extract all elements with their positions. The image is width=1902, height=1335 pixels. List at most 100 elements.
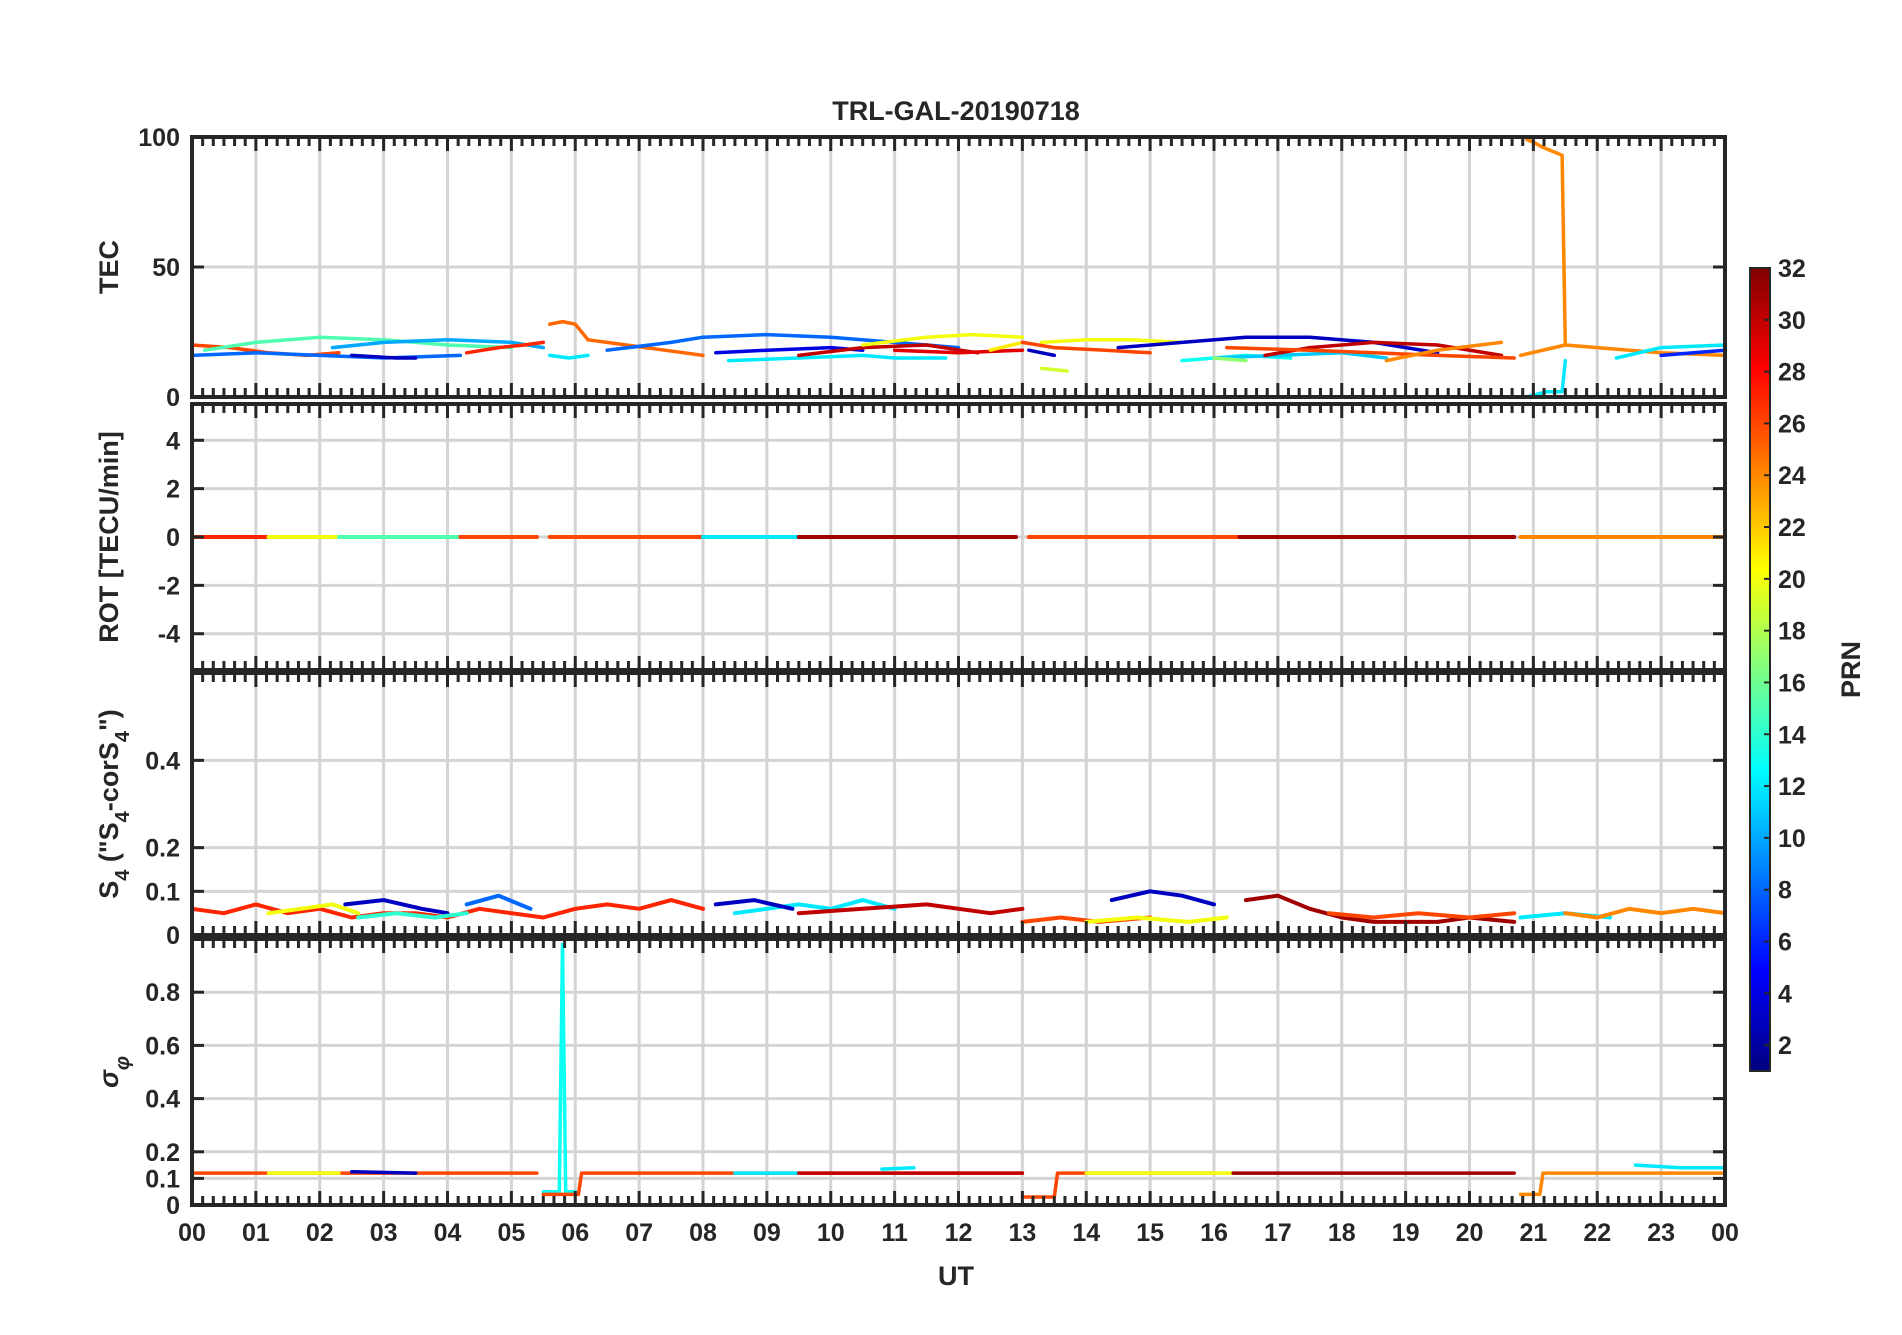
- series-line-prn-3: [343, 898, 450, 916]
- x-tick-label: 18: [1328, 1219, 1356, 1247]
- x-tick-label: 20: [1456, 1219, 1484, 1247]
- colorbar-tick-label: 2: [1778, 1032, 1792, 1060]
- x-axis-label: UT: [938, 1261, 974, 1291]
- x-tick-label: 04: [434, 1219, 462, 1247]
- series-line-prn-12: [1614, 343, 1725, 360]
- series-line-prn-30: [797, 343, 980, 358]
- colorbar-tick-label: 4: [1778, 980, 1792, 1008]
- x-tick-label: 12: [945, 1219, 973, 1247]
- colorbar-tick-label: 6: [1778, 928, 1792, 956]
- series-group: [192, 889, 1725, 924]
- y-tick-label: 0.8: [145, 979, 180, 1007]
- y-tick-label: -2: [158, 572, 180, 600]
- panel-frame: [190, 402, 1727, 672]
- y-axis-label: S4 ("S4-corS4"): [94, 709, 134, 899]
- x-tick-label: 21: [1519, 1219, 1547, 1247]
- series-line-prn-3: [1109, 889, 1216, 907]
- x-tick-label: 07: [625, 1219, 653, 1247]
- x-tick-label: 13: [1008, 1219, 1036, 1247]
- colorbar-tick-label: 26: [1778, 410, 1806, 438]
- y-tick-label: 0.1: [145, 878, 180, 906]
- x-tick-label: 19: [1392, 1219, 1420, 1247]
- series-line-prn-11: [1212, 351, 1389, 360]
- series-line-prn-12: [732, 898, 897, 916]
- panel-tec: 0 50 100 TEC: [94, 124, 1727, 412]
- series-line-prn-24: [1384, 340, 1504, 363]
- panel-frame: [190, 135, 1727, 399]
- series-line-prn-26: [1225, 345, 1516, 360]
- series-line-prn-3: [349, 1170, 418, 1175]
- series-line-prn-3: [349, 353, 418, 360]
- series-line-prn-25: [586, 338, 705, 358]
- x-tick-label: 23: [1647, 1219, 1675, 1247]
- y-tick-label: 0.1: [145, 1165, 180, 1193]
- chart-title: TRL-GAL-20190718: [832, 96, 1080, 126]
- y-tick-label: -4: [158, 621, 180, 649]
- series-line-prn-12: [726, 353, 897, 363]
- series-line-prn-12: [880, 1166, 916, 1171]
- colorbar-tick-label: 12: [1778, 773, 1806, 801]
- x-tick-label: 16: [1200, 1219, 1228, 1247]
- x-tick-label: 01: [242, 1219, 270, 1247]
- x-tick-label: 02: [306, 1219, 334, 1247]
- y-tick-label: 0: [166, 922, 180, 950]
- panel-frame: [190, 937, 1727, 1207]
- colorbar-tick-label: 18: [1778, 618, 1806, 646]
- series-line-prn-19: [1039, 366, 1069, 373]
- colorbar-tick-label: 24: [1778, 462, 1806, 490]
- series-line-prn-14: [356, 911, 469, 920]
- colorbar-tick-label: 20: [1778, 566, 1806, 594]
- y-tick-label: 4: [166, 427, 180, 455]
- series-line-prn-6: [1659, 348, 1725, 358]
- x-tick-label: 10: [817, 1219, 845, 1247]
- x-tick-label: 06: [561, 1219, 589, 1247]
- series-line-prn-3: [1027, 348, 1057, 358]
- y-tick-label: 2: [166, 476, 180, 504]
- colorbar-frame: [1749, 267, 1771, 1072]
- y-tick-label: 0: [166, 384, 180, 412]
- y-axis-label: ROT [TECU/min]: [94, 431, 124, 642]
- y-tick-label: 0.2: [145, 1139, 180, 1167]
- x-tick-label: 14: [1072, 1219, 1100, 1247]
- colorbar-tick-label: 8: [1778, 877, 1792, 905]
- panel-sigma_phi: 00.10.2 0.4 0.6 0.8 σφ 00 01 02 03 04 05 06 07 08 09 10…: [94, 937, 1739, 1247]
- series-line-prn-17: [1212, 356, 1248, 363]
- series-line-prn-12: [547, 353, 590, 360]
- series-line-prn-3: [713, 898, 795, 911]
- x-tick-label: 05: [497, 1219, 525, 1247]
- x-tick-label: 00: [178, 1219, 206, 1247]
- series-line-prn-13: [541, 942, 578, 1194]
- series-line-prn-31: [1243, 893, 1517, 924]
- series-line-prn-26: [1020, 340, 1152, 355]
- y-tick-label: 0: [166, 524, 180, 552]
- y-tick-label: 0: [166, 1192, 180, 1220]
- colorbar-tick-label: 14: [1778, 721, 1806, 749]
- panel-frame: [190, 671, 1727, 937]
- series-line-prn-20: [1084, 915, 1229, 924]
- y-tick-label: 0.4: [145, 1086, 180, 1114]
- y-tick-label: 0.4: [145, 747, 180, 775]
- y-axis-label: σφ: [94, 1056, 134, 1088]
- series-line-prn-8: [464, 893, 533, 911]
- y-tick-label: 50: [152, 254, 180, 282]
- y-tick-label: 0.6: [145, 1032, 180, 1060]
- series-group: [192, 137, 1725, 397]
- series-line-prn-20: [266, 902, 361, 916]
- x-tick-label: 08: [689, 1219, 717, 1247]
- series-line-prn-20: [1039, 338, 1184, 345]
- colorbar-tick-label: 22: [1778, 514, 1806, 542]
- x-tick-label: 17: [1264, 1219, 1292, 1247]
- colorbar-tick-label: 16: [1778, 669, 1806, 697]
- x-tick-label: 15: [1136, 1219, 1164, 1247]
- y-tick-label: 0.2: [145, 835, 180, 863]
- panel-s4: 0 0.1 0.2 0.4 S4 ("S4-corS4"): [94, 671, 1727, 950]
- x-tick-label: 03: [370, 1219, 398, 1247]
- series-line-prn-26: [1327, 911, 1517, 920]
- colorbar-tick-label: 30: [1778, 307, 1806, 335]
- y-tick-label: 100: [138, 124, 180, 152]
- series-line-prn-21: [988, 340, 1025, 352]
- series-line-prn-25: [547, 319, 590, 342]
- series-line-prn-29: [892, 348, 1025, 355]
